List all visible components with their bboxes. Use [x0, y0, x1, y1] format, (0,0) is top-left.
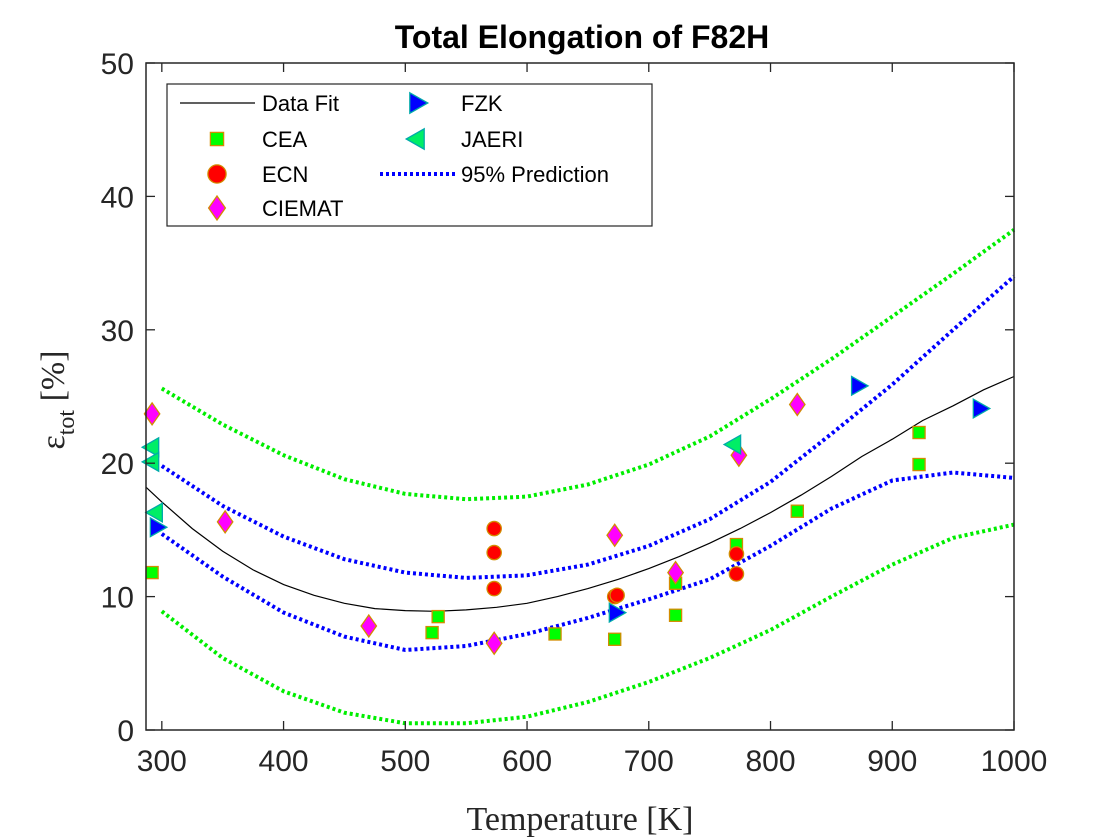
fzk-point [850, 375, 870, 397]
chart-title: Total Elongation of F82H [395, 19, 770, 55]
cea-point [607, 632, 622, 646]
ciemat-point [216, 509, 234, 535]
legend-label-95-prediction: 95% Prediction [461, 162, 609, 187]
x-axis-ticks: 300 400 500 600 700 800 900 1000 [137, 63, 1048, 778]
cea-point [425, 625, 439, 640]
ciemat-point [360, 613, 378, 639]
cea-point [431, 609, 445, 624]
x-axis-label: Temperature [K] [467, 801, 694, 838]
legend-swatch-jaeri [404, 127, 425, 151]
x-tick-label: 1000 [981, 745, 1048, 778]
ecn-point [728, 566, 745, 582]
y-tick-label: 10 [101, 582, 134, 615]
data-markers [140, 375, 992, 656]
plot-frame [145, 62, 1015, 731]
ecn-point [486, 580, 502, 597]
x-tick-label: 300 [137, 745, 187, 778]
x-tick-label: 800 [745, 745, 795, 778]
x-tick-label: 500 [380, 745, 430, 778]
fit-line [145, 375, 1015, 612]
y-axis-ticks: 0 10 20 30 40 50 [101, 48, 1014, 748]
ciemat-point [485, 631, 503, 656]
ciemat-point [606, 523, 624, 548]
cea-point [145, 565, 159, 580]
legend-label-ciemat: CIEMAT [262, 196, 343, 221]
jaeri-point [140, 436, 160, 458]
fit-curve-group [145, 375, 1015, 612]
x-tick-label: 700 [624, 745, 674, 778]
legend-label-data-fit: Data Fit [262, 91, 339, 116]
prediction-95-lower-line [160, 470, 1015, 653]
y-axis-label: εtot [%] [35, 350, 80, 449]
legend-label-cea: CEA [262, 127, 308, 152]
y-tick-label: 40 [101, 181, 134, 214]
y-tick-label: 20 [101, 448, 134, 481]
x-tick-label: 600 [502, 745, 552, 778]
prediction-bands [160, 228, 1016, 726]
legend-label-ecn: ECN [262, 162, 308, 187]
fzk-point [608, 602, 628, 624]
ecn-point [609, 587, 625, 604]
legend-label-jaeri: JAERI [461, 127, 523, 152]
legend-swatch-ecn [207, 164, 227, 184]
ciemat-point [667, 560, 685, 585]
fzk-point [972, 398, 992, 419]
y-tick-label: 50 [101, 48, 134, 81]
ciemat-point [730, 443, 748, 468]
jaeri-point [140, 451, 160, 473]
jaeri-point [144, 502, 163, 524]
cea-point [668, 608, 683, 622]
ecn-point [486, 544, 502, 561]
cea-point [912, 457, 926, 472]
legend-swatch-ciemat [207, 194, 227, 222]
legend-swatch-fzk [409, 91, 430, 115]
ecn-point [486, 520, 502, 537]
cea-point [548, 627, 562, 641]
ciemat-point [788, 392, 806, 417]
fzk-point [149, 516, 169, 538]
band-outer-lower-line [160, 522, 1015, 726]
y-tick-label: 0 [117, 715, 134, 748]
x-tick-label: 900 [867, 745, 917, 778]
y-tick-label: 30 [101, 315, 134, 348]
ciemat-point [143, 401, 161, 426]
prediction-95-upper-line [160, 274, 1016, 580]
jaeri-point [722, 434, 742, 455]
cea-point [790, 504, 805, 518]
band-outer-upper-line [160, 228, 1016, 502]
x-tick-label: 400 [259, 745, 309, 778]
cea-point [912, 425, 926, 440]
ecn-point [728, 546, 745, 562]
legend-swatch-cea [209, 131, 225, 147]
legend-label-fzk: FZK [461, 91, 503, 116]
legend: Data Fit CEA ECN CIEMAT FZK JAERI 95% Predicti… [166, 83, 653, 227]
